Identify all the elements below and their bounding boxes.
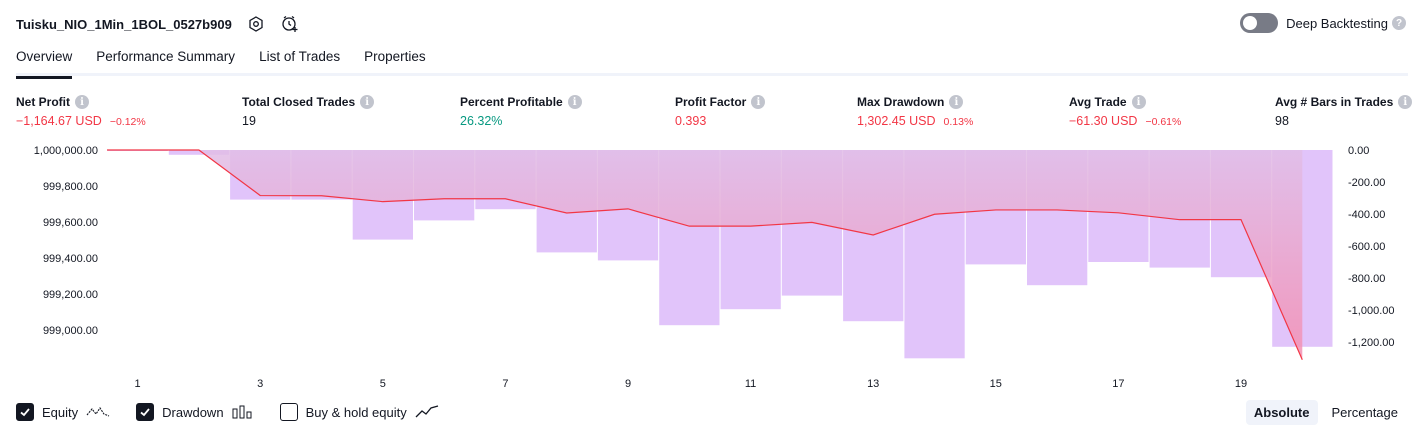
metric-value: 19 [242, 114, 256, 128]
tab-overview[interactable]: Overview [16, 46, 72, 76]
metric-percent-profitable: Percent Profitable i 26.32% [460, 94, 582, 128]
legend-drawdown[interactable]: Drawdown [136, 403, 253, 421]
right-tick-label: -800.00 [1348, 273, 1385, 285]
metric-label: Total Closed Trades [242, 95, 355, 109]
x-tick-label: 19 [1235, 378, 1247, 390]
tab-properties[interactable]: Properties [364, 46, 426, 76]
metric-value: 0.393 [675, 114, 706, 128]
info-icon[interactable]: i [360, 95, 374, 109]
metric-label: Avg Trade [1069, 95, 1127, 109]
drawdown-checkbox[interactable] [136, 403, 154, 421]
metric-value: 1,302.45 USD [857, 114, 936, 128]
metric-label: Percent Profitable [460, 95, 563, 109]
metric-label: Max Drawdown [857, 95, 944, 109]
legend-label: Drawdown [162, 405, 223, 420]
metric-percent: 0.13% [944, 116, 974, 128]
x-tick-label: 3 [257, 378, 263, 390]
left-tick-label: 1,000,000.00 [34, 145, 98, 157]
left-tick-label: 999,000.00 [43, 325, 98, 337]
left-axis: 1,000,000.00 999,800.00 999,600.00 999,400.… [34, 145, 98, 337]
right-tick-label: 0.00 [1348, 145, 1369, 157]
legend-buy-hold-equity[interactable]: Buy & hold equity [280, 403, 439, 421]
metric-label: Profit Factor [675, 95, 746, 109]
deep-backtesting-control: Deep Backtesting ? [1240, 13, 1406, 33]
buy-hold-checkbox[interactable] [280, 403, 298, 421]
metric-avg-trade: Avg Trade i −61.30 USD −0.61% [1069, 94, 1181, 128]
metric-max-drawdown: Max Drawdown i 1,302.45 USD 0.13% [857, 94, 973, 128]
equity-drawdown-chart: 1,000,000.00 999,800.00 999,600.00 999,400.… [0, 140, 1424, 398]
left-tick-label: 999,400.00 [43, 253, 98, 265]
info-icon[interactable]: i [1398, 95, 1412, 109]
settings-gear-icon[interactable] [246, 14, 266, 34]
strategy-title: Tuisku_NIO_1Min_1BOL_0527b909 [16, 17, 232, 32]
x-tick-label: 17 [1112, 378, 1124, 390]
metric-percent: −0.61% [1145, 116, 1181, 128]
metric-percent: −0.12% [110, 116, 146, 128]
deep-backtesting-toggle[interactable] [1240, 13, 1278, 33]
right-tick-label: -600.00 [1348, 241, 1385, 253]
info-icon[interactable]: i [751, 95, 765, 109]
deep-backtesting-label: Deep Backtesting [1286, 16, 1388, 31]
right-tick-label: -200.00 [1348, 177, 1385, 189]
x-tick-label: 9 [625, 378, 631, 390]
x-tick-label: 7 [502, 378, 508, 390]
tab-performance-summary[interactable]: Performance Summary [96, 46, 235, 76]
help-icon[interactable]: ? [1392, 16, 1406, 30]
legend-label: Equity [42, 405, 78, 420]
strategy-header: Tuisku_NIO_1Min_1BOL_0527b909 [16, 12, 300, 36]
right-tick-label: -1,200.00 [1348, 337, 1394, 349]
left-tick-label: 999,800.00 [43, 181, 98, 193]
left-tick-label: 999,600.00 [43, 217, 98, 229]
metric-value: −61.30 USD [1069, 114, 1137, 128]
legend-equity[interactable]: Equity [16, 403, 110, 421]
chart-legend: Equity Drawdown Buy & hold equity [16, 403, 465, 421]
metric-total-closed-trades: Total Closed Trades i 19 [242, 94, 374, 128]
tab-list-of-trades[interactable]: List of Trades [259, 46, 340, 76]
x-tick-label: 11 [745, 378, 756, 390]
x-tick-label: 13 [867, 378, 879, 390]
right-tick-label: -1,000.00 [1348, 305, 1394, 317]
x-axis: 1 3 5 7 9 11 13 15 17 19 [135, 378, 1248, 390]
buy-hold-line-icon [415, 405, 439, 419]
drawdown-bars-icon [232, 405, 254, 419]
legend-label: Buy & hold equity [306, 405, 407, 420]
absolute-button[interactable]: Absolute [1246, 400, 1318, 425]
right-axis: 0.00 -200.00 -400.00 -600.00 -800.00 -1,000.0… [1348, 145, 1394, 349]
metric-profit-factor: Profit Factor i 0.393 [675, 94, 765, 128]
right-tick-label: -400.00 [1348, 209, 1385, 221]
x-tick-label: 15 [990, 378, 1002, 390]
x-tick-label: 1 [135, 378, 141, 390]
metric-value: −1,164.67 USD [16, 114, 102, 128]
left-tick-label: 999,200.00 [43, 289, 98, 301]
metric-label: Net Profit [16, 95, 70, 109]
info-icon[interactable]: i [75, 95, 89, 109]
value-mode-switch: Absolute Percentage [1240, 400, 1406, 425]
equity-checkbox[interactable] [16, 403, 34, 421]
metric-value: 26.32% [460, 114, 502, 128]
percentage-button[interactable]: Percentage [1324, 400, 1407, 425]
metric-net-profit: Net Profit i −1,164.67 USD −0.12% [16, 94, 146, 128]
metric-label: Avg # Bars in Trades [1275, 95, 1393, 109]
equity-line-icon [86, 405, 110, 419]
info-icon[interactable]: i [949, 95, 963, 109]
report-tabs: Overview Performance Summary List of Tra… [16, 46, 1408, 76]
add-alert-clock-icon[interactable] [280, 14, 300, 34]
info-icon[interactable]: i [568, 95, 582, 109]
x-tick-label: 5 [380, 378, 386, 390]
info-icon[interactable]: i [1132, 95, 1146, 109]
metric-avg-bars-in-trades: Avg # Bars in Trades i 98 [1275, 94, 1412, 128]
metric-value: 98 [1275, 114, 1289, 128]
